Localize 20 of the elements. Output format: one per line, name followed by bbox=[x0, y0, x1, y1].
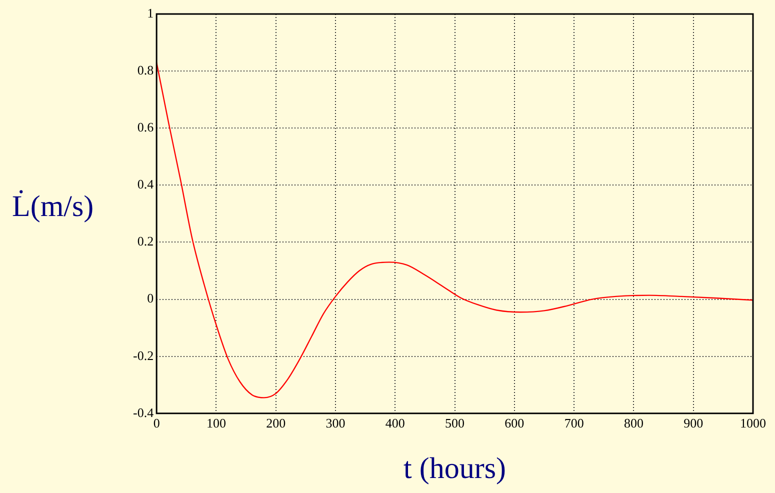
x-tick-label: 300 bbox=[326, 416, 346, 431]
x-tick-label: 600 bbox=[504, 416, 524, 431]
y-tick-label: -0.2 bbox=[132, 348, 154, 363]
x-tick-label: 1000 bbox=[740, 416, 766, 431]
y-axis-title: L̇(m/s) bbox=[12, 190, 94, 223]
x-tick-label: 200 bbox=[266, 416, 286, 431]
y-tick-label: 0.4 bbox=[137, 176, 154, 192]
x-tick-label: 100 bbox=[206, 416, 226, 431]
x-tick-label: 800 bbox=[624, 416, 644, 431]
x-axis-title: t (hours) bbox=[404, 452, 506, 485]
y-tick-label: 0.2 bbox=[137, 234, 154, 249]
y-tick-label: 0.8 bbox=[137, 62, 154, 78]
y-tick-label: 0.6 bbox=[137, 120, 154, 135]
y-tick-label: 1 bbox=[147, 5, 154, 20]
x-tick-label: 700 bbox=[564, 416, 584, 431]
x-tick-label: 900 bbox=[684, 416, 704, 431]
y-tick-label: -0.4 bbox=[132, 404, 154, 420]
x-tick-label: 400 bbox=[385, 416, 405, 431]
x-tick-label: 500 bbox=[445, 416, 465, 431]
y-tick-label: 0 bbox=[147, 290, 154, 306]
